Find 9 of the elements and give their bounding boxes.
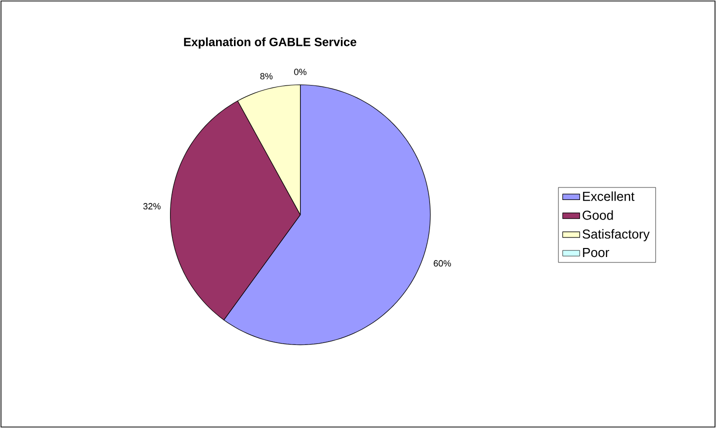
text: 0% <box>294 68 306 76</box>
chart-title: Explanation of GABLE Service <box>184 37 356 49</box>
legend-label: Excellent <box>583 191 634 201</box>
data-label: 60% <box>434 260 451 267</box>
legend-label: Poor <box>583 248 610 258</box>
data-label: 8% <box>260 73 273 80</box>
legend-label: Satisfactory <box>582 229 650 242</box>
legend-label: Good <box>582 210 613 220</box>
data-label: 32% <box>143 203 161 210</box>
